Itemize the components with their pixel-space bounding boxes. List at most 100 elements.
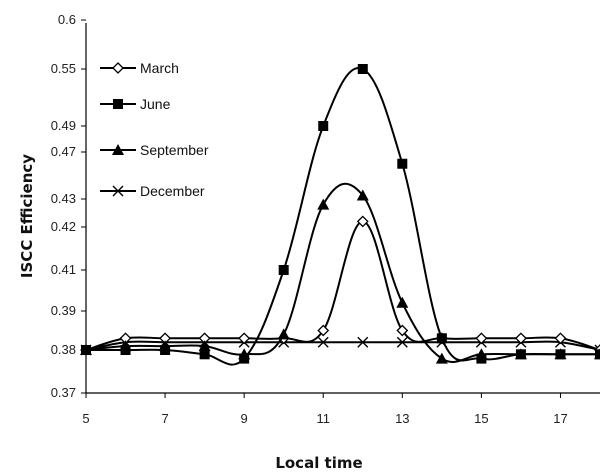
square-marker <box>476 353 487 364</box>
x-tick-label: 13 <box>395 411 409 426</box>
x-tick-label: 5 <box>82 411 89 426</box>
data-point-june <box>397 158 408 169</box>
diamond-marker <box>317 324 330 337</box>
data-point-september <box>435 352 448 364</box>
data-point-march <box>475 332 488 345</box>
legend-marker <box>112 144 124 155</box>
square-marker <box>318 121 329 131</box>
legend-marker <box>112 185 124 197</box>
data-point-march <box>554 332 567 345</box>
data-point-june <box>357 64 368 74</box>
data-point-march <box>515 332 527 345</box>
legend-label: September <box>140 142 209 158</box>
series-line-june <box>86 66 600 366</box>
square-marker <box>515 349 526 360</box>
square-marker <box>199 349 210 360</box>
y-tick-label: 0.6 <box>58 12 76 27</box>
x-marker <box>317 336 329 348</box>
triangle-marker <box>396 296 409 308</box>
square-marker <box>120 345 131 355</box>
data-point-june <box>199 349 210 360</box>
data-point-september <box>277 328 290 340</box>
data-point-june <box>318 121 329 131</box>
y-axis-label: ISCC Efficiency <box>18 154 36 278</box>
y-tick-label: 0.55 <box>51 61 76 76</box>
data-point-december <box>357 336 369 348</box>
data-point-september <box>198 340 211 352</box>
series-line-december <box>85 340 600 351</box>
legend-item-december: December <box>100 183 205 199</box>
data-point-december <box>317 336 329 348</box>
legend-marker <box>112 62 124 74</box>
triangle-marker <box>112 144 124 155</box>
data-point-june <box>436 333 447 344</box>
y-tick-label: 0.39 <box>51 303 76 318</box>
x-marker <box>396 336 408 348</box>
data-point-march <box>238 332 251 345</box>
data-point-june <box>160 345 171 355</box>
triangle-marker <box>198 340 211 352</box>
x-tick-label: 9 <box>241 411 248 426</box>
square-marker <box>81 345 91 355</box>
data-point-september <box>317 198 330 210</box>
data-point-june <box>120 345 131 355</box>
diamond-marker <box>396 324 409 337</box>
triangle-marker <box>317 198 330 210</box>
square-marker <box>436 333 447 344</box>
x-tick-label: 17 <box>553 411 567 426</box>
triangle-marker <box>356 189 369 201</box>
data-point-june <box>515 349 526 360</box>
x-tick-label: 15 <box>474 411 488 426</box>
square-marker <box>357 64 368 74</box>
y-tick-label: 0.42 <box>51 219 76 234</box>
diamond-marker <box>475 332 488 345</box>
data-point-march <box>396 324 409 337</box>
data-point-june <box>476 353 487 364</box>
x-marker <box>112 185 124 197</box>
data-point-march <box>356 215 369 228</box>
y-tick-label: 0.38 <box>51 342 76 357</box>
square-marker <box>113 99 123 109</box>
legend-label: March <box>140 60 179 76</box>
y-tick-label: 0.37 <box>51 385 76 400</box>
x-tick-label: 11 <box>316 411 330 426</box>
legend-item-september: September <box>100 142 209 158</box>
data-point-september <box>396 296 409 308</box>
data-point-june <box>81 345 91 355</box>
square-marker <box>595 349 600 360</box>
data-point-september <box>356 189 369 201</box>
square-marker <box>397 158 408 169</box>
legend-marker <box>113 99 123 109</box>
legend-label: December <box>140 183 205 199</box>
diamond-marker <box>112 62 124 74</box>
y-tick-label: 0.49 <box>51 118 76 133</box>
y-tick-label: 0.43 <box>51 191 76 206</box>
data-point-march <box>317 324 330 337</box>
series-line-september <box>85 183 600 363</box>
legend-label: June <box>140 96 171 112</box>
diamond-marker <box>554 332 567 345</box>
legend-item-june: June <box>100 96 171 112</box>
square-marker <box>239 353 250 364</box>
x-axis-label: Local time <box>275 454 362 472</box>
x-marker <box>357 336 369 348</box>
data-point-june <box>239 353 250 364</box>
triangle-marker <box>435 352 448 364</box>
diamond-marker <box>515 332 527 345</box>
square-marker <box>160 345 171 355</box>
diamond-marker <box>356 215 369 228</box>
data-point-june <box>595 349 600 360</box>
data-point-june <box>278 265 289 275</box>
triangle-marker <box>277 328 290 340</box>
series-line-march <box>85 220 600 351</box>
y-tick-label: 0.47 <box>51 144 76 159</box>
x-tick-label: 7 <box>161 411 168 426</box>
legend-item-march: March <box>100 60 179 76</box>
square-marker <box>278 265 289 275</box>
data-point-december <box>396 336 408 348</box>
diamond-marker <box>238 332 251 345</box>
square-marker <box>555 349 566 360</box>
y-tick-label: 0.41 <box>51 262 76 277</box>
data-point-june <box>555 349 566 360</box>
